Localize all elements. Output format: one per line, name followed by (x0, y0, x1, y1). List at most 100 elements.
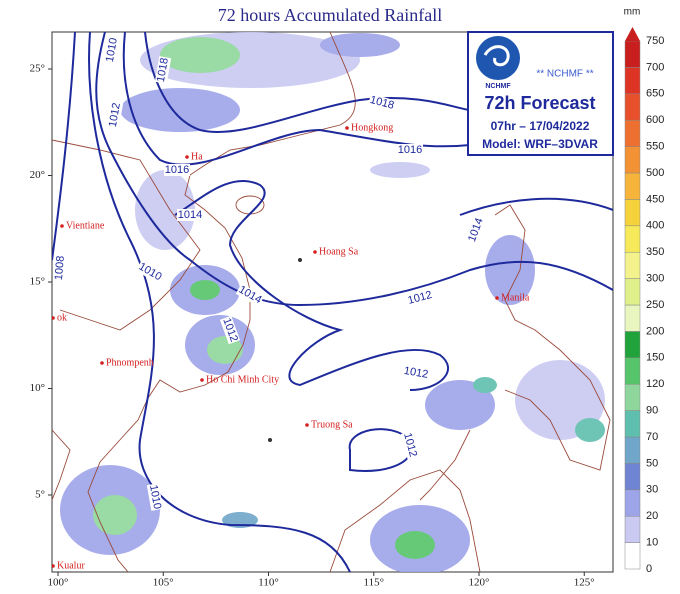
legend-label: 600 (646, 114, 664, 126)
isobar-label-bg (405, 288, 435, 308)
city-dot (60, 224, 64, 228)
city-label: Vientiane (66, 220, 105, 231)
legend-swatch (624, 463, 641, 491)
agency: ** NCHMF ** (536, 69, 593, 80)
city-dot (313, 250, 317, 254)
isobar-label-bg (154, 56, 172, 84)
legend-label: 0 (646, 563, 652, 575)
isobar-label: 1008 (53, 255, 67, 280)
lat-label: 25° (30, 63, 45, 75)
city-label: Phnompenh (106, 357, 154, 368)
lon-label: 120° (469, 577, 490, 589)
isobar-label: 1014 (178, 209, 202, 221)
lat-label: 15° (30, 276, 45, 288)
city-dot (52, 564, 55, 568)
map-title: 72 hours Accumulated Rainfall (218, 5, 442, 25)
lon-label: 105° (153, 577, 174, 589)
lon-label: 125° (574, 577, 595, 589)
isobar-label: 1010 (147, 484, 163, 510)
legend-label: 400 (646, 220, 664, 232)
legend-swatch (624, 304, 641, 332)
legend-swatch (624, 40, 641, 68)
isobar-label: 1012 (403, 365, 429, 381)
logo (476, 36, 520, 80)
legend-label: 750 (646, 35, 664, 47)
lat-label: 20° (30, 169, 45, 181)
city-dot (100, 361, 104, 365)
legend-swatch (624, 172, 641, 200)
legend-swatch (624, 199, 641, 227)
isobar-label: 1012 (107, 102, 123, 128)
legend-swatch (624, 515, 641, 543)
legend-label: 450 (646, 193, 664, 205)
isobar-label-bg (235, 283, 265, 307)
legend-swatch (624, 383, 641, 411)
legend-label: 20 (646, 510, 658, 522)
isobar-label-bg (367, 93, 397, 113)
legend-label: 200 (646, 325, 664, 337)
legend-label: 90 (646, 405, 658, 417)
city-dot (345, 126, 349, 130)
legend-label: 550 (646, 141, 664, 153)
legend-swatch (624, 436, 641, 464)
legend-label: 120 (646, 378, 664, 390)
legend-swatch (624, 146, 641, 174)
logo-text: NCHMF (485, 83, 511, 90)
legend-label: 70 (646, 431, 658, 443)
isobar-label-bg (465, 215, 487, 245)
city-label: Kualur (57, 560, 85, 571)
lat-label: 10° (30, 382, 45, 394)
city-dot (52, 316, 55, 320)
isobar-label-bg (103, 36, 121, 64)
legend-label: 30 (646, 484, 658, 496)
isobar-label: 1010 (104, 37, 120, 63)
model: Model: WRF–3DVAR (482, 137, 598, 151)
forecast-time: 07hr – 17/04/2022 (491, 119, 590, 133)
city-label: ok (57, 312, 67, 323)
isobar-label-bg (164, 164, 190, 176)
legend-label: 350 (646, 246, 664, 258)
legend-swatch (624, 251, 641, 279)
legend-swatch (624, 93, 641, 121)
city-label: Ha (191, 151, 203, 162)
city-dot (200, 378, 204, 382)
lon-label: 100° (48, 577, 69, 589)
city-label: Hongkong (351, 122, 393, 133)
legend-label: 250 (646, 299, 664, 311)
legend-swatch (624, 67, 641, 95)
city-label: Manila (501, 292, 530, 303)
legend-swatch (624, 278, 641, 306)
legend-swatch (624, 357, 641, 385)
isobar-label-bg (397, 144, 423, 156)
isobar-label-bg (106, 101, 124, 129)
lon-label: 115° (364, 577, 385, 589)
legend-label: 650 (646, 88, 664, 100)
legend-swatch (624, 489, 641, 517)
lat-label: 5° (35, 489, 45, 501)
city-label: Ho Chi Minh City (206, 374, 279, 385)
isobar-label-bg (177, 209, 203, 221)
isobar-label-bg (219, 315, 241, 345)
lon-label: 110° (258, 577, 279, 589)
isobars (52, 32, 613, 572)
isobar-label-bg (400, 430, 420, 460)
legend-swatch (624, 225, 641, 253)
product: 72h Forecast (484, 93, 595, 113)
legend-arrow (625, 27, 640, 41)
isobar-label-bg (402, 364, 430, 382)
city-label: Truong Sa (311, 419, 353, 430)
isobar-label-bg (135, 260, 165, 284)
isobar-label: 1018 (155, 57, 171, 83)
legend-swatch (624, 410, 641, 438)
isobar-label-bg (146, 483, 164, 511)
isobar-label: 1016 (165, 164, 189, 176)
legend-label: 50 (646, 457, 658, 469)
city-dot (305, 423, 309, 427)
city-dot (495, 296, 499, 300)
isobar-label-bg (52, 254, 68, 282)
legend-label: 500 (646, 167, 664, 179)
legend-label: 10 (646, 537, 658, 549)
city-label: Hoang Sa (319, 246, 359, 257)
